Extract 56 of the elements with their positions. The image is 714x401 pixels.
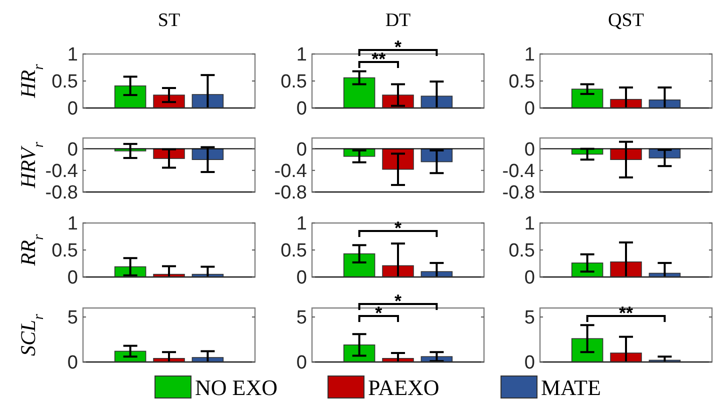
bar [343, 253, 376, 277]
y-tick-label: 0.5 [280, 240, 307, 262]
bar [343, 77, 376, 108]
bar [420, 96, 453, 108]
y-tick-label: 0 [524, 268, 535, 288]
annotation: ** [372, 49, 386, 69]
chart-title: ST [158, 10, 180, 31]
y-tick-label: 0 [67, 352, 78, 374]
y-tick-label: 0 [296, 352, 307, 374]
y-tick-label: -0.4 [502, 160, 536, 182]
bar [571, 338, 604, 362]
chart-title: DT [385, 10, 412, 31]
bar [610, 352, 642, 362]
y-tick-label: 0.5 [508, 240, 535, 262]
y-tick-label: 5 [296, 308, 307, 328]
y-tick-label: 0 [296, 98, 307, 120]
annotation: * [375, 303, 382, 323]
bar [192, 94, 224, 108]
y-tick-label: -0.4 [45, 160, 78, 182]
y-tick-label: 1 [296, 44, 307, 66]
y-tick-label: 0 [524, 352, 535, 374]
y-tick-label: 0 [67, 139, 78, 160]
y-tick-label: 0 [67, 268, 78, 288]
annotation: * [394, 291, 402, 311]
legend-label: PAEXO [368, 375, 440, 400]
y-tick-label: 1 [296, 214, 307, 234]
y-tick-label: 0 [67, 98, 78, 120]
y-tick-label: 0 [296, 139, 307, 160]
y-tick-label: 5 [67, 308, 78, 328]
y-tick-label: 1 [524, 214, 535, 234]
bar [153, 94, 185, 108]
bar [114, 85, 146, 108]
chart-title: QST [608, 10, 644, 31]
annotation: * [394, 37, 402, 57]
y-tick-label: 0 [524, 98, 535, 120]
y-tick-label: 0.5 [52, 240, 78, 262]
y-tick-label: 0.5 [280, 72, 307, 92]
y-tick-label: 0 [524, 139, 535, 160]
bar [610, 261, 642, 277]
legend-label: MATE [541, 375, 601, 400]
y-tick-label: -0.8 [45, 182, 78, 204]
annotation: ** [618, 303, 634, 323]
y-tick-label: -0.8 [274, 182, 307, 204]
y-tick-label: -0.4 [274, 160, 308, 182]
y-tick-label: 5 [524, 308, 535, 328]
y-tick-label: 0.5 [508, 72, 535, 92]
y-tick-label: 0.5 [52, 72, 78, 92]
y-tick-label: -0.8 [502, 182, 535, 204]
annotation: * [394, 218, 402, 238]
bar [571, 88, 604, 108]
y-tick-label: 1 [524, 44, 535, 66]
legend-label: NO EXO [195, 375, 278, 400]
bar [343, 344, 376, 362]
y-tick-label: 0 [296, 268, 307, 288]
y-tick-label: 1 [67, 44, 78, 66]
y-tick-label: 1 [67, 214, 78, 234]
